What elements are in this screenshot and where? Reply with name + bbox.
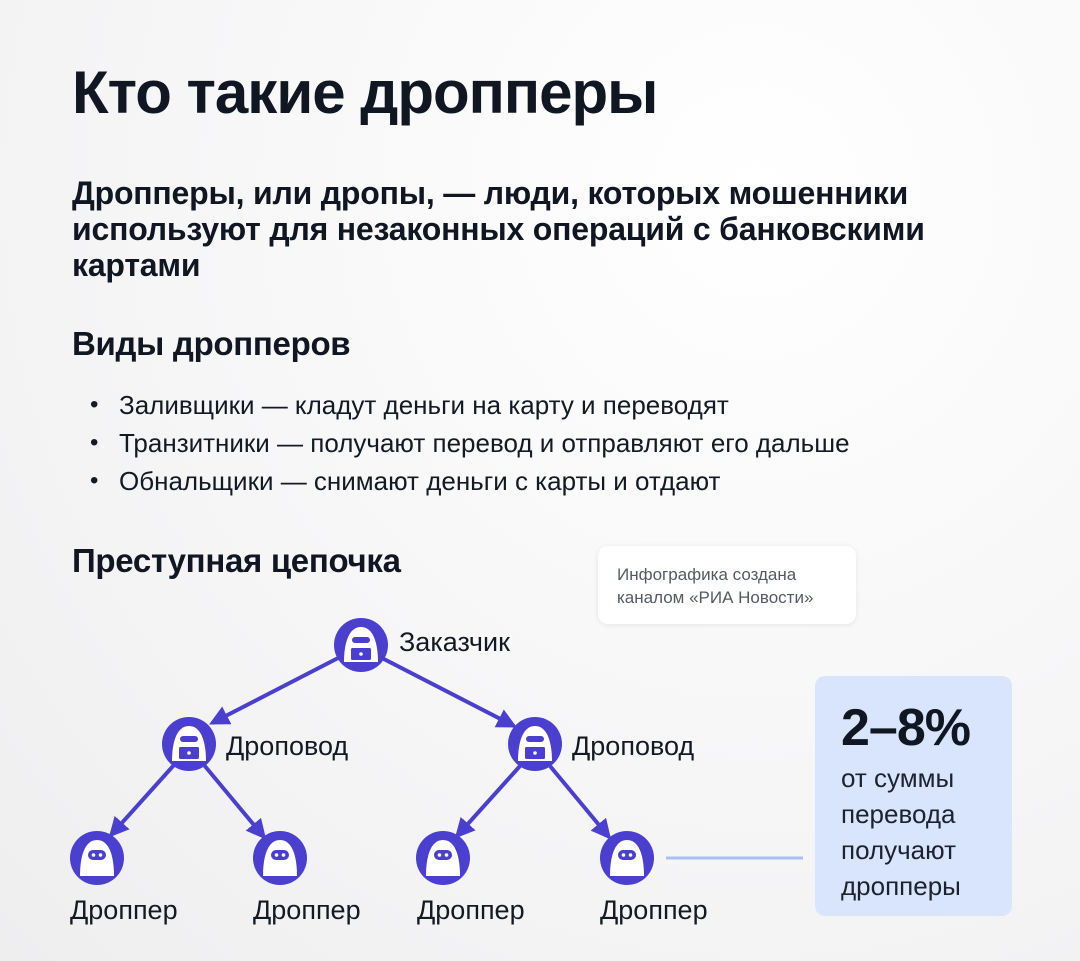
bullet-icon: • [90, 467, 99, 494]
dropper-3-node-icon [416, 831, 470, 885]
dropper-4-label: Дроппер [600, 895, 708, 925]
list-item: • Заливщики — кладут деньги на карту и пе… [90, 386, 850, 424]
stat-caption-line: от суммы [841, 763, 955, 793]
list-item: • Транзитники — получают перевод и отправ… [90, 424, 850, 462]
stat-card: 2–8% от суммы перевода получают дропперы [815, 676, 1012, 916]
arrow-dropovod-left-to-dropper-2 [202, 763, 267, 840]
stat-caption-line: дропперы [841, 871, 961, 901]
arrow-customer-to-dropovod-right [377, 654, 517, 728]
list-item-text: Заливщики — кладут деньги на карту и пер… [119, 390, 729, 420]
dropovod-left-node-icon [162, 717, 216, 771]
dropovod-left-label: Дроповод [226, 731, 349, 761]
bullet-icon: • [90, 391, 99, 418]
types-list: • Заливщики — кладут деньги на карту и пе… [90, 386, 850, 500]
bullet-icon: • [90, 429, 99, 456]
arrow-dropovod-right-to-dropper-3 [454, 764, 522, 839]
dropper-4-node-icon [600, 831, 654, 885]
credit-line-2: каналом «РИА Новости» [617, 588, 814, 607]
dropovod-right-node-icon [508, 717, 562, 771]
dropovod-right-label: Дроповод [572, 731, 695, 761]
list-item-text: Обнальщики — снимают деньги с карты и от… [119, 466, 721, 496]
arrow-dropovod-right-to-dropper-4 [548, 764, 612, 840]
page-title: Кто такие дропперы [72, 59, 658, 126]
chain-heading: Преступная цепочка [72, 542, 401, 579]
page-subtitle: Дропперы, или дропы, — люди, которых мош… [72, 175, 925, 283]
credit-line-1: Инфографика создана [617, 565, 797, 584]
stat-caption-line: получают [841, 835, 956, 865]
dropper-2-node-icon [253, 831, 307, 885]
customer-label: Заказчик [399, 627, 510, 657]
types-heading: Виды дропперов [72, 325, 351, 362]
arrow-dropovod-left-to-dropper-1 [108, 763, 176, 838]
stat-value: 2–8% [841, 699, 971, 757]
credit-note: Инфографика создана каналом «РИА Новости… [598, 546, 856, 624]
dropper-3-label: Дроппер [417, 895, 525, 925]
dropper-1-node-icon [70, 831, 124, 885]
stat-caption: от суммы перевода получают дропперы [841, 760, 1012, 904]
dropper-2-label: Дроппер [253, 895, 361, 925]
list-item-text: Транзитники — получают перевод и отправл… [119, 428, 850, 458]
arrow-customer-to-dropovod-left [209, 654, 343, 725]
stat-caption-line: перевода [841, 799, 956, 829]
customer-node-icon [334, 618, 388, 672]
dropper-1-label: Дроппер [70, 895, 178, 925]
list-item: • Обнальщики — снимают деньги с карты и о… [90, 462, 850, 500]
